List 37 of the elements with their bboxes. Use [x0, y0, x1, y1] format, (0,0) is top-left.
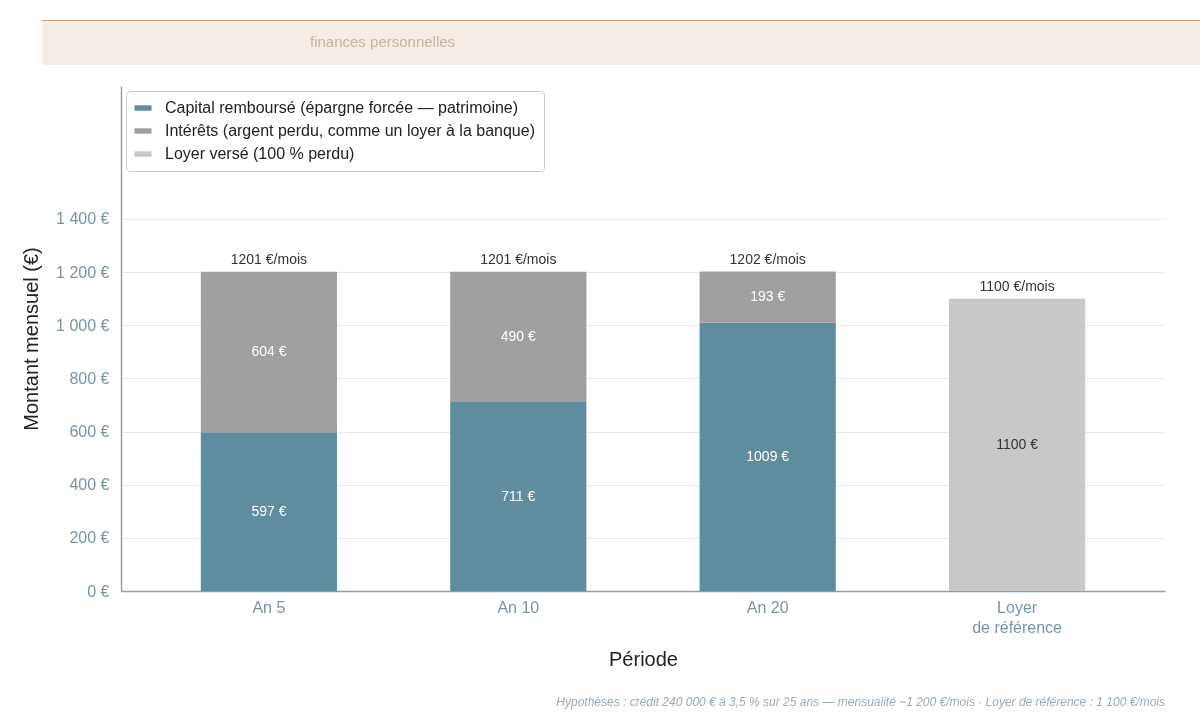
y-axis-title: Montant mensuel (€): [20, 247, 43, 431]
data-label: 1100 €: [996, 435, 1039, 452]
y-tick-label: 1 200 €: [56, 263, 110, 281]
text: Hypothèses : crédit 240 000 € à 3,5 % sur 25 ans — mensualité ~1 200 €/mois · Loyer de référence : 1 100 €/mois: [556, 695, 1165, 709]
legend-label: Loyer versé (100 % perdu): [165, 145, 355, 162]
bar: [450, 271, 587, 403]
bar: [949, 298, 1086, 591]
total-label: 1201 €/mois: [480, 250, 557, 267]
bar: [450, 402, 587, 591]
x-tick-label: An 5: [252, 598, 286, 616]
x-tick-label: Loyer de référence: [972, 598, 1063, 636]
y-tick-label: 1 000 €: [56, 316, 110, 334]
x-tick-label: An 20: [746, 598, 789, 616]
total-label: 1202 €/mois: [729, 250, 806, 267]
y-tick-label: 600 €: [69, 423, 110, 441]
y-tick-label: 400 €: [69, 476, 110, 494]
data-label: 1009 €: [746, 447, 790, 464]
chart-subtitle: finances personnelles: [310, 33, 456, 50]
data-label: 597 €: [251, 502, 287, 519]
x-tick-label: An 10: [497, 598, 540, 616]
y-tick-label: 0 €: [87, 582, 110, 600]
bar: [699, 271, 836, 323]
data-label: 604 €: [251, 343, 287, 360]
data-label: 711 €: [501, 487, 536, 504]
legend-label: Intérêts (argent perdu, comme un loyer à la banque): [165, 122, 535, 139]
bar: [699, 322, 836, 591]
total-label: 1201 €/mois: [230, 250, 308, 267]
x-axis-title: Période: [609, 647, 678, 670]
legend-label: Capital remboursé (épargne forcée — patrimoine): [165, 99, 519, 116]
data-label: 490 €: [500, 327, 537, 344]
data-label: 193 €: [750, 288, 786, 305]
bar: [200, 432, 337, 591]
bar: [200, 271, 337, 433]
y-tick-label: 800 €: [69, 369, 110, 387]
total-label: 1100 €/mois: [979, 277, 1055, 294]
y-tick-label: 1 400 €: [56, 210, 110, 228]
y-tick-label: 200 €: [69, 529, 110, 547]
